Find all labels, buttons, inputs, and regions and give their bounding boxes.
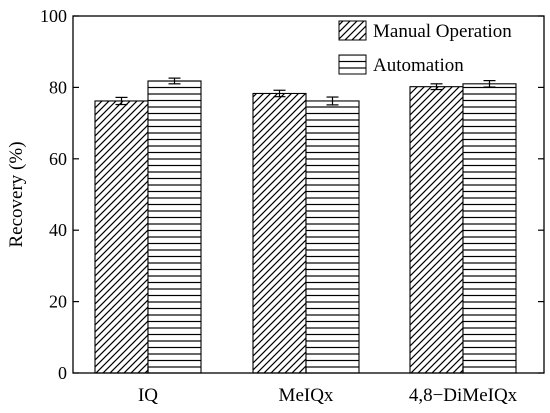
legend-swatch-manual-operation: [338, 20, 367, 41]
y-tick-label-40: 40: [49, 220, 67, 240]
error-bars-layer: [115, 77, 496, 106]
legend-label-manual-operation: Manual Operation: [373, 21, 512, 42]
plot-area-frame: [72, 15, 545, 374]
x-axis: IQ MeIQx 4,8−DiMeIQx: [138, 367, 518, 406]
error-bar-manual-operation-meiqx: [273, 89, 286, 98]
bar-automation-meiqx: [305, 100, 360, 374]
y-axis-label: Recovery (%): [6, 141, 27, 247]
x-tick-label-4-8-dimeiqx: 4,8−DiMeIQx: [409, 385, 518, 406]
x-tick-label-iq: IQ: [138, 385, 158, 406]
error-bar-manual-operation-iq: [115, 96, 128, 106]
x-tick-label-meiqx: MeIQx: [279, 385, 334, 406]
y-tick-label-20: 20: [49, 292, 67, 312]
y-tick-label-60: 60: [49, 149, 67, 169]
bar-manual-operation-iq: [94, 100, 149, 374]
error-bar-automation-iq: [168, 77, 181, 85]
y-tick-label-0: 0: [58, 363, 67, 383]
error-bar-manual-operation-4-8-dimeiqx: [430, 83, 443, 91]
error-bar-automation-meiqx: [326, 96, 339, 106]
bar-automation-4-8-dimeiqx: [462, 83, 517, 374]
y-tick-label-80: 80: [49, 77, 67, 97]
y-axis: 0 20 40 60 80 100: [40, 6, 544, 383]
bars-layer: [94, 80, 517, 374]
legend: Manual Operation Automation: [338, 20, 512, 76]
bar-automation-iq: [147, 80, 202, 374]
bar-manual-operation-meiqx: [252, 92, 307, 374]
error-bar-automation-4-8-dimeiqx: [483, 80, 496, 88]
legend-label-automation: Automation: [373, 55, 464, 76]
legend-swatch-automation: [338, 54, 367, 75]
y-tick-label-100: 100: [40, 6, 67, 26]
bar-manual-operation-4-8-dimeiqx: [409, 86, 464, 374]
